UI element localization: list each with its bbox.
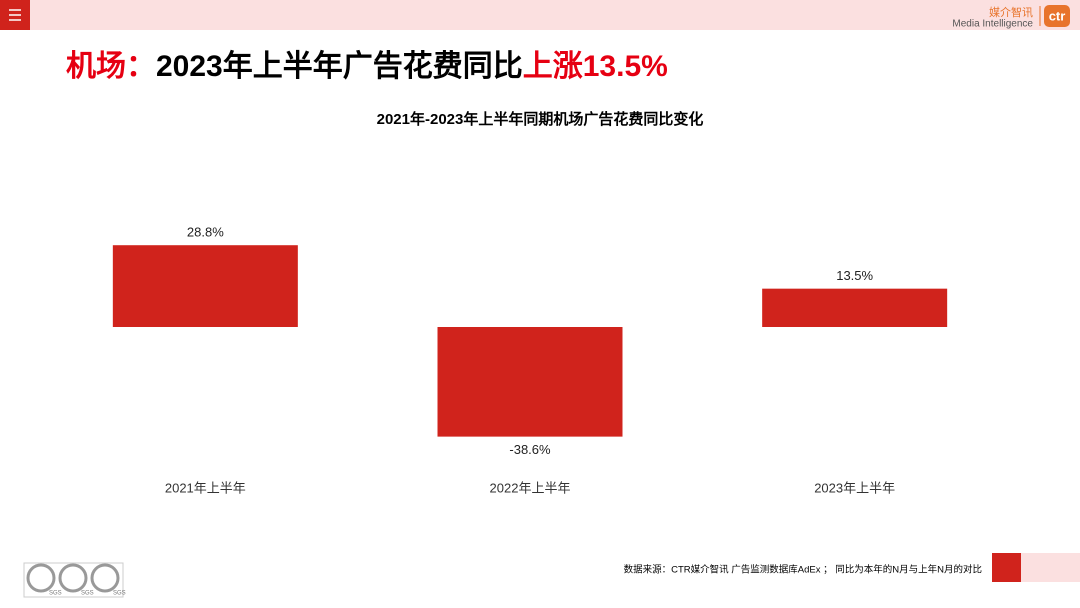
source-note: 数据来源：CTR媒介智讯 广告监测数据库AdEx ； 同比为本年的N月与上年N月… (624, 564, 982, 576)
footer-band (1021, 553, 1080, 582)
badge-label: SGS (49, 591, 62, 597)
bar (762, 288, 948, 327)
headline-part: 机场： (66, 50, 156, 83)
top-bar (0, 0, 1080, 30)
badge (26, 563, 56, 593)
x-tick-label: 2021年上半年 (165, 480, 246, 495)
value-label: -38.6% (509, 442, 551, 457)
headline-part: 上涨13.5% (523, 50, 668, 83)
logo-brand: ctr (1049, 8, 1066, 23)
badge-label: SGS (113, 591, 126, 597)
x-tick-label: 2023年上半年 (814, 480, 895, 495)
menu-icon (9, 9, 21, 21)
badge (90, 563, 120, 593)
bar (437, 327, 623, 437)
badge (58, 563, 88, 593)
headline: 机场：2023年上半年广告花费同比上涨13.5% (66, 50, 668, 83)
headline-part: 2023年上半年广告花费同比 (156, 50, 523, 83)
logo-en: Media Intelligence (952, 19, 1033, 30)
x-tick-label: 2022年上半年 (490, 480, 571, 495)
value-label: 13.5% (836, 268, 873, 283)
plot: 2021年上半年 28.8% 2022年上半年 -38.6% 2023年上半年 13.5% (112, 225, 948, 495)
badge-frame (23, 562, 124, 598)
value-label: 28.8% (187, 225, 224, 240)
logo-cn: 媒介智讯 (989, 5, 1033, 19)
footer-accent (992, 553, 1021, 582)
badge-label: SGS (81, 591, 94, 597)
chart-title: 2021年-2023年上半年同期机场广告花费同比变化 (377, 110, 704, 128)
badges: SGS SGS SGS (23, 562, 126, 598)
bar (112, 245, 298, 327)
logo-box (1044, 5, 1070, 27)
